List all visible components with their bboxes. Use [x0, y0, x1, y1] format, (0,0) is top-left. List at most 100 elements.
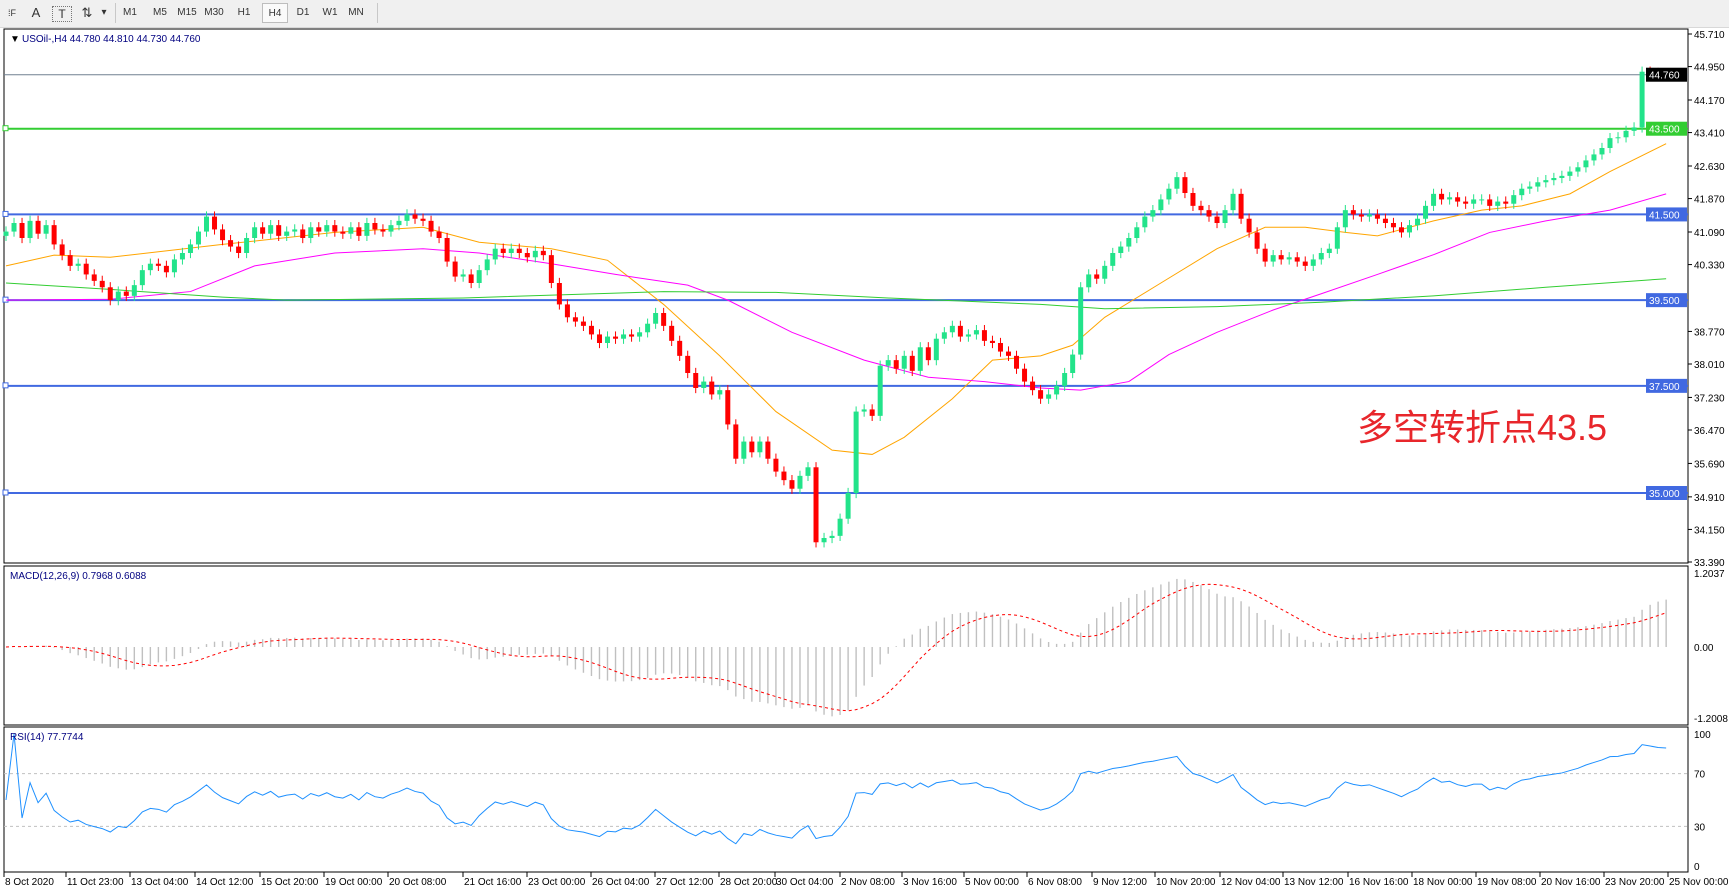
rsi-tick-label: 70 [1694, 770, 1706, 781]
candle-body [1431, 193, 1437, 206]
candle [1439, 188, 1445, 205]
candle [147, 258, 153, 276]
candle [845, 487, 851, 524]
price-tick-label: 40.330 [1694, 261, 1725, 272]
line-handle[interactable] [2, 125, 9, 132]
candle-body [893, 360, 899, 369]
timeframe-m5-button[interactable]: M5 [153, 7, 167, 18]
line-handle[interactable] [2, 489, 9, 496]
candle-body [869, 409, 875, 416]
candle-body [1118, 246, 1124, 253]
candle [524, 247, 530, 263]
candle [1543, 175, 1549, 188]
candle [1366, 209, 1372, 222]
price-tick-label: 35.690 [1694, 459, 1725, 470]
time-tick-label: 26 Oct 04:00 [592, 877, 650, 888]
dropdown-icon[interactable]: ▾ [101, 7, 107, 18]
candle-body [885, 360, 891, 366]
price-label-box [1646, 207, 1687, 222]
candle [1046, 389, 1052, 404]
candle-body [621, 334, 627, 339]
price-tick-label: 34.910 [1694, 493, 1725, 504]
candle [468, 269, 474, 289]
candle [67, 250, 73, 271]
candle-body [27, 220, 33, 238]
candle [556, 277, 562, 310]
time-tick-label: 15 Oct 20:00 [261, 877, 319, 888]
candle-body [629, 334, 635, 337]
candle-body [1046, 394, 1052, 399]
candle-body [1591, 154, 1597, 161]
time-tick-label: 8 Oct 2020 [5, 877, 54, 888]
candle [773, 453, 779, 477]
candle [781, 466, 787, 486]
timeframe-d1-button[interactable]: D1 [296, 7, 310, 18]
time-tick-label: 14 Oct 12:00 [196, 877, 254, 888]
timeframe-m15-button[interactable]: M15 [177, 7, 197, 18]
candle-body [1382, 218, 1388, 223]
candle-body [3, 231, 9, 236]
candle [1302, 256, 1308, 271]
candle [949, 320, 955, 338]
time-tick-label: 5 Nov 00:00 [965, 877, 1019, 888]
timeframe-m30-button[interactable]: M30 [204, 7, 224, 18]
candle [1479, 194, 1485, 205]
candle [1350, 205, 1356, 220]
text-icon[interactable]: A [31, 5, 41, 20]
candle-body [1463, 201, 1469, 204]
candle-body [1038, 390, 1044, 399]
candle [693, 367, 699, 394]
time-tick-label: 30 Oct 04:00 [776, 877, 834, 888]
candle [572, 312, 578, 327]
candle-body [1086, 274, 1092, 288]
candle-body [837, 518, 843, 536]
candle-body [1078, 287, 1084, 355]
candle-body [1471, 199, 1477, 204]
timeframe-mn-button[interactable]: MN [348, 7, 364, 18]
candle-body [500, 248, 506, 253]
candle-body [548, 255, 554, 283]
candle-body [605, 336, 610, 343]
line-handle[interactable] [2, 210, 9, 217]
candle [749, 436, 755, 458]
candle [1431, 188, 1437, 211]
candle [1110, 247, 1116, 271]
price-line-label: 35.000 [1649, 489, 1680, 500]
candle-body [1206, 210, 1212, 217]
timeframe-h4-button[interactable]: H4 [262, 3, 288, 23]
timeframe-m1-button[interactable]: M1 [123, 7, 137, 18]
text-label-icon[interactable]: T [52, 6, 72, 22]
header-arrow[interactable]: ▼ [10, 34, 20, 45]
candle [3, 226, 9, 241]
candle-body [260, 227, 266, 234]
candle-body [332, 225, 338, 232]
candle-body [1174, 177, 1180, 189]
candle [925, 342, 931, 366]
candle [1022, 363, 1028, 387]
candle-body [1230, 193, 1236, 211]
candle-body [981, 330, 987, 341]
candle-body [1110, 253, 1116, 266]
candle-body [901, 355, 907, 369]
candle [981, 325, 987, 346]
candle [861, 404, 867, 417]
candle [1326, 243, 1332, 259]
candle-body [1358, 214, 1364, 217]
candle [1535, 177, 1541, 192]
grid-icon[interactable]: ⁞F [8, 8, 16, 18]
candle-body [195, 231, 201, 245]
time-tick-label: 2 Nov 08:00 [841, 877, 895, 888]
candle-body [1366, 214, 1372, 217]
candle [444, 232, 450, 267]
line-handle[interactable] [2, 382, 9, 389]
timeframe-w1-button[interactable]: W1 [322, 7, 338, 18]
candle-body [1350, 210, 1356, 215]
arrows-icon[interactable]: ⇅ [81, 5, 93, 20]
timeframe-h1-button[interactable]: H1 [237, 7, 251, 18]
candle [308, 222, 314, 244]
candle [1342, 205, 1348, 233]
candle-body [187, 244, 193, 253]
candle-body [420, 218, 426, 221]
candle [645, 318, 651, 338]
